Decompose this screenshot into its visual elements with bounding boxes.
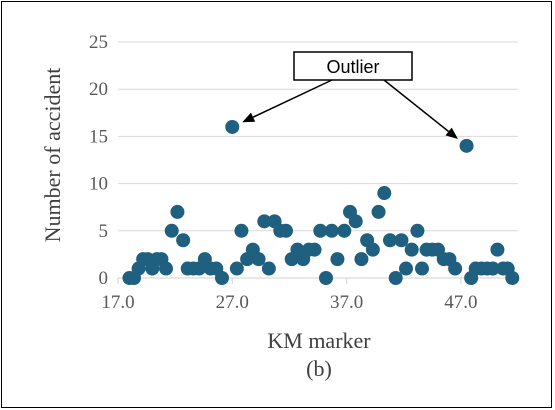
data-point xyxy=(394,233,409,248)
data-point xyxy=(371,204,386,219)
data-point xyxy=(324,223,339,238)
data-point xyxy=(159,261,173,276)
x-tick-label: 47.0 xyxy=(444,292,477,313)
y-tick-label: 20 xyxy=(89,79,108,100)
data-point xyxy=(313,223,328,238)
data-points xyxy=(122,119,520,285)
data-point xyxy=(365,242,380,257)
data-point xyxy=(234,223,249,238)
y-tick-label: 15 xyxy=(89,126,108,147)
data-point xyxy=(485,261,500,276)
data-point xyxy=(279,223,293,238)
data-point xyxy=(251,252,266,267)
data-point xyxy=(354,252,369,267)
data-point xyxy=(229,261,244,276)
data-point xyxy=(490,242,505,257)
x-tick-label: 27.0 xyxy=(216,292,249,313)
callout-label: Outlier xyxy=(326,57,379,77)
y-tick-label: 25 xyxy=(89,32,108,53)
x-tick-labels: 17.0 27.0 37.0 47.0 xyxy=(101,292,477,313)
data-point xyxy=(377,186,392,201)
data-point xyxy=(337,223,352,238)
y-tick-label: 0 xyxy=(99,268,109,289)
callout-arrow-line xyxy=(252,79,333,118)
axes xyxy=(117,277,518,284)
data-point xyxy=(383,233,397,248)
x-axis-title: KM marker xyxy=(267,328,371,353)
callout-arrow-head xyxy=(242,112,256,123)
callout-arrow-head xyxy=(445,127,458,139)
data-point xyxy=(410,223,425,238)
data-point xyxy=(257,214,272,229)
y-tick-label: 5 xyxy=(99,221,109,242)
callout-arrow-line xyxy=(383,79,450,133)
data-point xyxy=(399,261,413,276)
y-tick-label: 10 xyxy=(89,174,108,195)
y-tick-labels: 0 5 10 15 20 25 xyxy=(89,32,108,289)
callout-arrows xyxy=(242,79,458,139)
data-point xyxy=(388,271,403,285)
x-tick-label: 17.0 xyxy=(101,292,134,313)
data-point xyxy=(505,271,520,285)
gridlines xyxy=(118,41,518,232)
data-point xyxy=(459,138,474,153)
data-point xyxy=(164,223,179,238)
data-point xyxy=(330,252,345,267)
y-axis-title: Number of accident xyxy=(40,68,65,243)
outlier-callout: Outlier xyxy=(293,51,413,81)
data-point xyxy=(215,271,229,285)
data-point xyxy=(348,214,363,229)
data-point xyxy=(225,119,240,134)
data-point xyxy=(261,261,276,276)
data-point xyxy=(415,261,429,276)
x-tick-label: 37.0 xyxy=(330,292,363,313)
data-point xyxy=(404,242,419,257)
data-point xyxy=(307,242,322,257)
callout-box xyxy=(293,51,413,81)
chart-caption: (b) xyxy=(306,356,332,381)
data-point xyxy=(319,271,333,285)
data-point xyxy=(448,261,463,276)
data-point xyxy=(170,204,185,219)
data-point xyxy=(176,233,191,248)
